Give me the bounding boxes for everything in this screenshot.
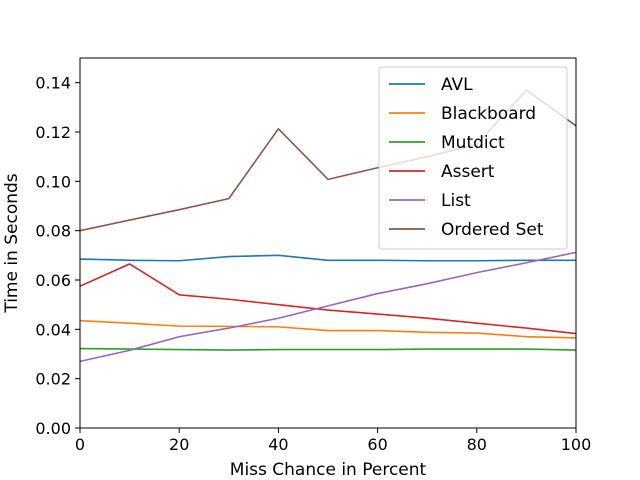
legend-label-2: Mutdict xyxy=(441,133,505,153)
legend: AVL Blackboard Mutdict Assert List Ordered Se… xyxy=(378,66,568,250)
y-tick-label: 0.00 xyxy=(35,419,71,438)
y-tick-label: 0.10 xyxy=(35,172,71,191)
y-tick-label: 0.06 xyxy=(35,271,71,290)
x-axis: 0 20 40 60 80 100 xyxy=(75,428,591,454)
legend-label-5: Ordered Set xyxy=(441,220,544,240)
legend-label-4: List xyxy=(441,191,471,211)
x-tick-label: 40 xyxy=(268,435,288,454)
x-tick-label: 20 xyxy=(169,435,189,454)
legend-label-0: AVL xyxy=(441,75,473,95)
y-axis-label: Time in Seconds xyxy=(2,173,22,313)
y-tick-label: 0.12 xyxy=(35,123,71,142)
legend-label-1: Blackboard xyxy=(441,104,536,124)
y-tick-label: 0.04 xyxy=(35,320,71,339)
series-line-0 xyxy=(79,254,576,262)
y-tick-label: 0.02 xyxy=(35,370,71,389)
series-line-3 xyxy=(79,263,577,335)
x-tick-label: 100 xyxy=(561,435,592,454)
legend-label-3: Assert xyxy=(441,162,495,182)
series-line-4 xyxy=(79,251,577,363)
x-axis-label: Miss Chance in Percent xyxy=(230,460,427,480)
x-tick-label: 60 xyxy=(367,435,387,454)
y-axis: 0.00 0.02 0.04 0.06 0.08 0.10 0.12 0.14 xyxy=(35,74,80,438)
y-tick-label: 0.08 xyxy=(35,222,71,241)
x-tick-label: 80 xyxy=(467,435,487,454)
plot-frame xyxy=(79,57,577,429)
series-line-1 xyxy=(79,319,577,339)
series-layer xyxy=(79,89,577,363)
y-tick-label: 0.14 xyxy=(35,74,71,93)
series-line-2 xyxy=(79,347,577,351)
x-tick-label: 0 xyxy=(75,435,85,454)
legend-box xyxy=(378,66,568,250)
